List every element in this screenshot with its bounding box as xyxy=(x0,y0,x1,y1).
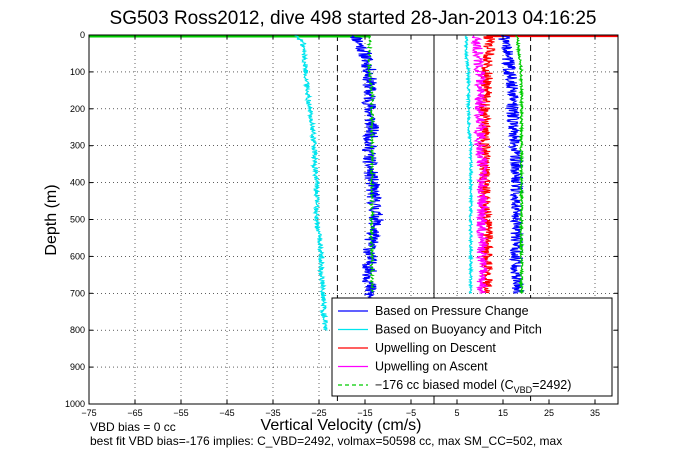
y-tick-label: 400 xyxy=(70,178,85,188)
y-tick-label: 0 xyxy=(80,30,85,40)
x-tick-label: −5 xyxy=(406,408,416,418)
legend-label-4: Upwelling on Ascent xyxy=(375,360,488,374)
y-tick-label: 500 xyxy=(70,215,85,225)
y-tick-label: 100 xyxy=(70,67,85,77)
x-axis-label: Vertical Velocity (cm/s) xyxy=(261,417,422,434)
y-axis-label: Depth (m) xyxy=(43,184,60,255)
y-tick-label: 200 xyxy=(70,104,85,114)
x-tick-label: −15 xyxy=(357,408,372,418)
series-line-5 xyxy=(366,35,376,294)
legend-label-1: Based on Pressure Change xyxy=(375,304,529,318)
tick-labels: −75 −65 −55 −45 −35 −25 −15 −5 5 15 25 350100200300… xyxy=(65,30,600,418)
branch-line-2 xyxy=(463,35,475,294)
y-tick-label: 600 xyxy=(70,251,85,261)
series-line-2 xyxy=(294,35,329,331)
legend: Based on Pressure Change Based on Buoyanc… xyxy=(331,297,613,397)
series-layer xyxy=(89,35,618,331)
y-tick-label: 700 xyxy=(70,288,85,298)
branch-line-1 xyxy=(498,35,525,294)
x-tick-label: −65 xyxy=(127,408,142,418)
x-tick-label: 5 xyxy=(454,408,459,418)
footer-line-1: VBD bias = 0 cc xyxy=(90,420,176,434)
x-tick-label: −25 xyxy=(311,408,326,418)
chart-title: SG503 Ross2012, dive 498 started 28-Jan-… xyxy=(110,8,597,29)
legend-label-3: Upwelling on Descent xyxy=(375,341,496,355)
branch-line-3 xyxy=(515,35,525,294)
y-tick-label: 900 xyxy=(70,362,85,372)
axes xyxy=(88,34,619,405)
footer-line-2: best fit VBD bias=-176 implies: C_VBD=24… xyxy=(90,434,562,448)
x-tick-label: 35 xyxy=(590,408,600,418)
x-tick-label: 25 xyxy=(544,408,554,418)
series-line-1 xyxy=(350,35,384,331)
x-tick-label: 15 xyxy=(498,408,508,418)
x-tick-label: −55 xyxy=(173,408,188,418)
x-tick-label: −75 xyxy=(81,408,96,418)
series-line-4 xyxy=(470,35,490,294)
legend-box xyxy=(331,297,613,397)
y-tick-label: 300 xyxy=(70,141,85,151)
x-tick-label: −35 xyxy=(265,408,280,418)
legend-label-2: Based on Buoyancy and Pitch xyxy=(375,323,542,337)
x-tick-label: −45 xyxy=(219,408,234,418)
y-tick-label: 1000 xyxy=(65,399,85,409)
y-tick-label: 800 xyxy=(70,325,85,335)
